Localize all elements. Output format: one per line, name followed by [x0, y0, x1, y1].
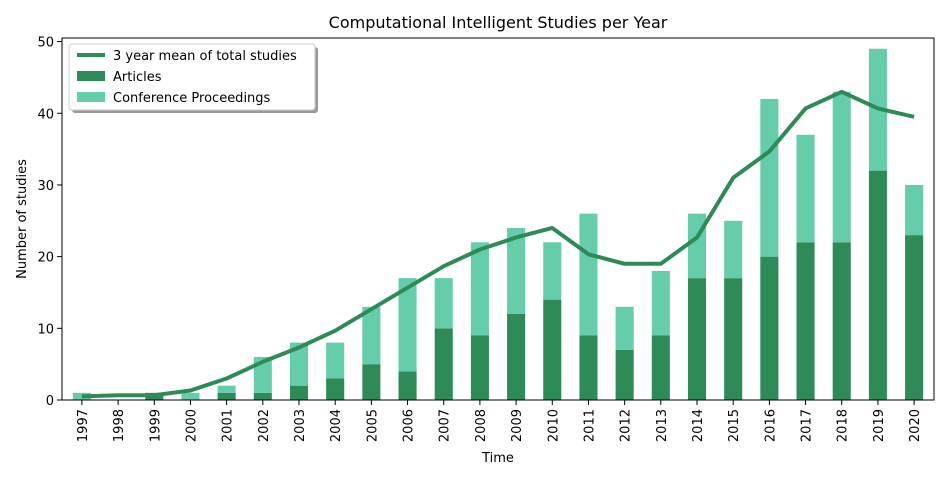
bar-conference-2013	[651, 270, 670, 336]
bar-articles-2004	[326, 378, 345, 400]
x-axis: 1997 1998 1999 2000 2001 2002 2003 2004 2005 2006…	[76, 400, 923, 442]
bar-conference-2005	[362, 306, 381, 365]
bar-conference-2016	[760, 98, 779, 257]
bar-conference-2007	[434, 278, 453, 329]
bar-conference-2008	[470, 242, 489, 336]
x-tick-label-2015: 2015	[727, 409, 742, 442]
legend-swatch-articles	[77, 71, 105, 81]
y-tick-label-40: 40	[37, 107, 54, 122]
legend-box	[68, 43, 316, 111]
bar-conference-2011	[579, 213, 598, 336]
bar-articles-2013	[651, 335, 670, 400]
bar-articles-2010	[543, 299, 562, 400]
bar-articles-2007	[434, 328, 453, 400]
x-tick-label-2020: 2020	[908, 409, 923, 442]
x-tick-label-2008: 2008	[474, 409, 489, 442]
bar-articles-2014	[687, 278, 707, 400]
legend-label-conference: Conference Proceedings	[113, 91, 271, 106]
y-axis-label: Number of studies	[15, 159, 30, 279]
bar-articles-2001	[217, 392, 236, 400]
legend-label-line: 3 year mean of total studies	[113, 49, 297, 64]
bar-conference-2010	[543, 242, 562, 300]
bar-conference-2015	[724, 220, 743, 279]
x-axis-label: Time	[481, 451, 514, 466]
bar-conference-2006	[398, 278, 417, 372]
x-tick-label-2016: 2016	[763, 409, 778, 442]
bar-articles-2015	[724, 278, 743, 400]
legend-label-articles: Articles	[113, 70, 162, 85]
x-tick-label-2017: 2017	[800, 409, 815, 442]
x-tick-label-1998: 1998	[112, 409, 127, 442]
bar-articles-2012	[615, 349, 634, 400]
x-tick-label-2004: 2004	[329, 409, 344, 442]
bar-conference-2012	[615, 306, 634, 350]
x-tick-label-2002: 2002	[257, 409, 272, 442]
x-tick-label-2003: 2003	[293, 409, 308, 442]
bar-articles-2018	[832, 242, 851, 400]
bar-articles-2008	[470, 335, 489, 400]
bar-articles-2017	[796, 242, 815, 400]
bar-articles-2011	[579, 335, 598, 400]
bar-conference-2020	[905, 184, 924, 236]
mean-line	[81, 89, 915, 399]
bar-articles-2006	[398, 371, 417, 400]
y-tick-label-0: 0	[46, 394, 54, 409]
x-tick-label-2001: 2001	[221, 409, 236, 442]
bar-articles-2002	[253, 392, 272, 400]
x-tick-label-2011: 2011	[582, 409, 597, 442]
x-tick-label-2006: 2006	[402, 409, 417, 442]
bar-articles-2019	[868, 170, 887, 400]
bar-conference-2017	[796, 134, 815, 243]
bar-conference-2018	[832, 91, 851, 243]
x-tick-label-2019: 2019	[872, 409, 887, 442]
bar-articles-2009	[507, 313, 526, 400]
x-tick-label-2014: 2014	[691, 409, 706, 442]
bar-conference-2001	[217, 385, 236, 393]
bar-conference-2003	[289, 342, 309, 386]
x-tick-label-2018: 2018	[836, 409, 851, 442]
x-tick-label-2013: 2013	[655, 409, 670, 442]
y-tick-label-10: 10	[37, 322, 54, 337]
bar-conference-2004	[326, 342, 345, 379]
chart-title: Computational Intelligent Studies per Ye…	[329, 13, 668, 32]
plot-frame	[61, 37, 935, 401]
legend-swatch-conference	[77, 92, 105, 102]
x-tick-label-2012: 2012	[619, 409, 634, 442]
legend: 3 year mean of total studies Articles Co…	[68, 43, 318, 113]
bar-conference-2009	[507, 227, 526, 314]
x-tick-label-2005: 2005	[365, 409, 380, 442]
line-layer	[81, 89, 915, 399]
x-tick-label-2010: 2010	[546, 409, 561, 442]
bar-articles-2005	[362, 364, 381, 400]
bar-articles-2016	[760, 256, 779, 400]
bars-layer	[72, 48, 924, 400]
x-tick-label-1999: 1999	[148, 409, 163, 442]
x-tick-label-1997: 1997	[76, 409, 91, 442]
x-tick-label-2009: 2009	[510, 409, 525, 442]
y-tick-label-30: 30	[37, 179, 54, 194]
x-tick-label-2000: 2000	[184, 409, 199, 442]
x-tick-label-2007: 2007	[438, 409, 453, 442]
bar-conference-2000	[181, 392, 200, 400]
y-tick-label-20: 20	[37, 251, 54, 266]
bar-articles-2020	[905, 235, 924, 400]
bar-articles-2003	[289, 385, 309, 400]
y-tick-label-50: 50	[37, 36, 54, 51]
y-axis: 0 10 20 30 40 50	[37, 36, 62, 409]
